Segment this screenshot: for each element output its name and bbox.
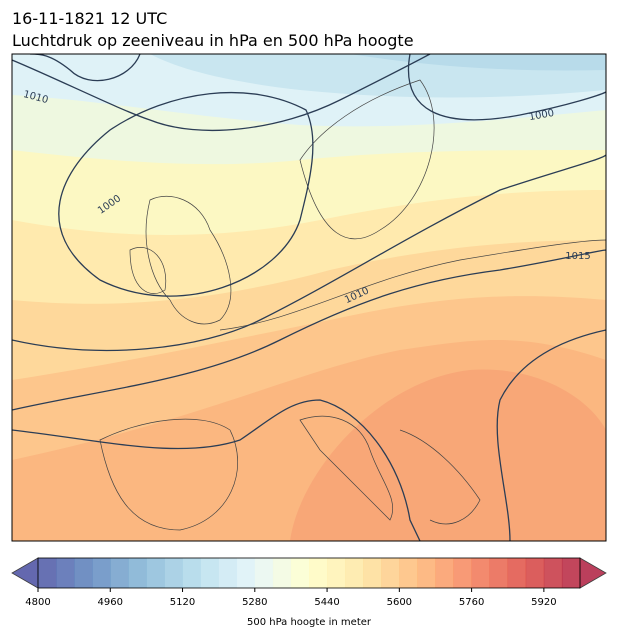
title-line: Luchtdruk op zeeniveau in hPa en 500 hPa… [12, 31, 414, 50]
colorbar-swatch [561, 558, 581, 588]
colorbar-swatch [254, 558, 274, 588]
colorbar-swatch [525, 558, 545, 588]
colorbar-tick-label: 5760 [459, 597, 484, 608]
colorbar-swatch [146, 558, 165, 588]
colorbar-tick-label: 5440 [314, 597, 339, 608]
colorbar-swatch [489, 558, 509, 588]
colorbar-swatch [309, 558, 328, 588]
colorbar-label: 500 hPa hoogte in meter [247, 617, 372, 628]
colorbar-tick-label: 5600 [387, 597, 412, 608]
colorbar-swatch [381, 558, 400, 588]
colorbar-swatch [543, 558, 563, 588]
colorbar-tick-label: 5280 [242, 597, 267, 608]
map-frame [11, 53, 607, 542]
colorbar-swatch [290, 558, 310, 588]
map: 1010 1000 1000 1015 1010 [12, 54, 606, 541]
colorbar-swatch [272, 558, 292, 588]
colorbar-swatch [471, 558, 490, 588]
colorbar-swatch [182, 558, 201, 588]
colorbar-swatch [56, 558, 75, 588]
colorbar-swatch [327, 558, 346, 588]
colorbar-swatch [417, 558, 436, 588]
title-line: 16-11-1821 12 UTC [12, 9, 167, 28]
colorbar-swatch [128, 558, 147, 588]
colorbar-swatch [218, 558, 238, 588]
colorbar-swatch [92, 558, 111, 588]
colorbar-swatch [345, 558, 364, 588]
colorbar-tick-label: 5120 [170, 597, 195, 608]
colorbar-swatch [164, 558, 183, 588]
colorbar-swatch [435, 558, 454, 588]
contour-label: 1000 [528, 108, 555, 123]
colorbar-swatch [110, 558, 129, 588]
colorbar-swatch [236, 558, 256, 588]
colorbar-extend [11, 557, 39, 589]
colorbar-frame [37, 557, 581, 589]
colorbar-extend [579, 557, 607, 589]
colorbar-tick-label: 4800 [25, 597, 50, 608]
colorbar-swatch [38, 558, 57, 588]
colorbar-tick-label: 4960 [98, 597, 123, 608]
colorbar-swatch [453, 558, 472, 588]
colorbar: 4800 4960 5120 5280 5440 5600 5760 5920 [11, 557, 607, 608]
colorbar-swatch [399, 558, 418, 588]
colorbar-tick-label: 5920 [531, 597, 556, 608]
contour-label: 1015 [565, 251, 590, 262]
colorbar-swatch [200, 558, 219, 588]
colorbar-swatch [74, 558, 93, 588]
colorbar-swatch [507, 558, 527, 588]
colorbar-swatch [363, 558, 382, 588]
